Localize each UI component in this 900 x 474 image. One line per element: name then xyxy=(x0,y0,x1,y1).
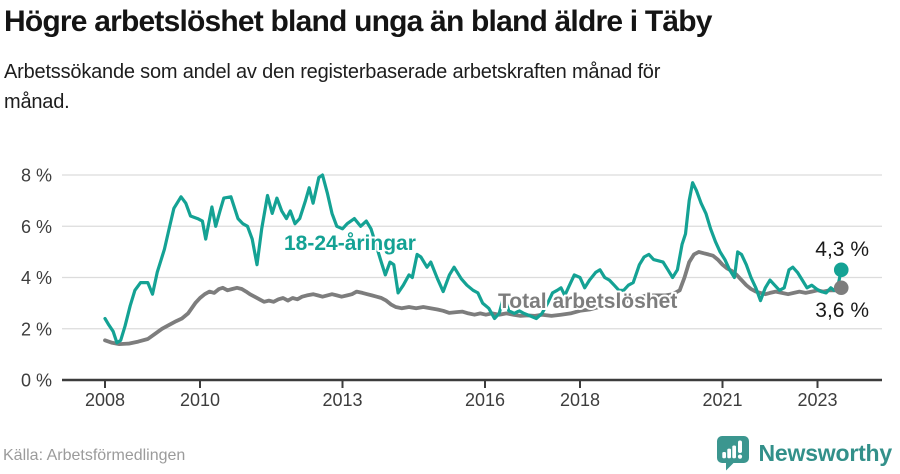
chart-title: Högre arbetslöshet bland unga än bland ä… xyxy=(4,5,712,38)
bar-chart-bar-3 xyxy=(731,445,736,459)
series-name-label-youth: 18-24-åringar xyxy=(284,232,416,255)
x-axis-label-2010: 2010 xyxy=(180,390,220,410)
x-axis-label-2016: 2016 xyxy=(465,390,505,410)
y-axis-label-0: 0 % xyxy=(21,371,52,391)
chart-subtitle: Arbetssökande som andel av den registerb… xyxy=(4,57,844,117)
exclamation-dot xyxy=(737,454,742,459)
x-axis-label-2008: 2008 xyxy=(85,390,125,410)
y-axis-label-6: 6 % xyxy=(21,217,52,237)
bar-chart-bar-2 xyxy=(726,448,731,459)
newsworthy-logo-text: Newsworthy xyxy=(758,439,893,466)
bar-chart-bar-1 xyxy=(721,452,726,459)
x-axis-label-2013: 2013 xyxy=(322,390,362,410)
y-axis-label-8: 8 % xyxy=(21,166,52,186)
newsworthy-logo: Newsworthy xyxy=(716,435,892,471)
x-axis-label-2018: 2018 xyxy=(560,390,600,410)
series-line-total xyxy=(103,250,844,347)
series-line-youth xyxy=(103,173,843,345)
y-axis-label-4: 4 % xyxy=(21,268,52,288)
exclamation-stem xyxy=(737,440,742,453)
end-dot-youth xyxy=(833,262,849,278)
end-dot-total xyxy=(833,280,849,296)
series-name-label-total: Total arbetslöshet xyxy=(498,290,677,313)
end-value-label-youth: 4,3 % xyxy=(815,238,869,261)
end-value-label-total: 3,6 % xyxy=(815,299,869,322)
x-axis-label-2023: 2023 xyxy=(797,390,837,410)
line-chart: 0 % 2 % 4 % 6 % 8 % 2008 2010 2013 2016 2018 2021 2… xyxy=(21,166,882,410)
y-axis-label-2: 2 % xyxy=(21,319,52,339)
source-note: Källa: Arbetsförmedlingen xyxy=(3,447,186,464)
x-axis-label-2021: 2021 xyxy=(702,390,742,410)
newsworthy-logo-icon xyxy=(716,435,750,471)
chart-subtitle-line2: månad. xyxy=(4,91,70,113)
chart-subtitle-line1: Arbetssökande som andel av den registerb… xyxy=(4,61,661,83)
